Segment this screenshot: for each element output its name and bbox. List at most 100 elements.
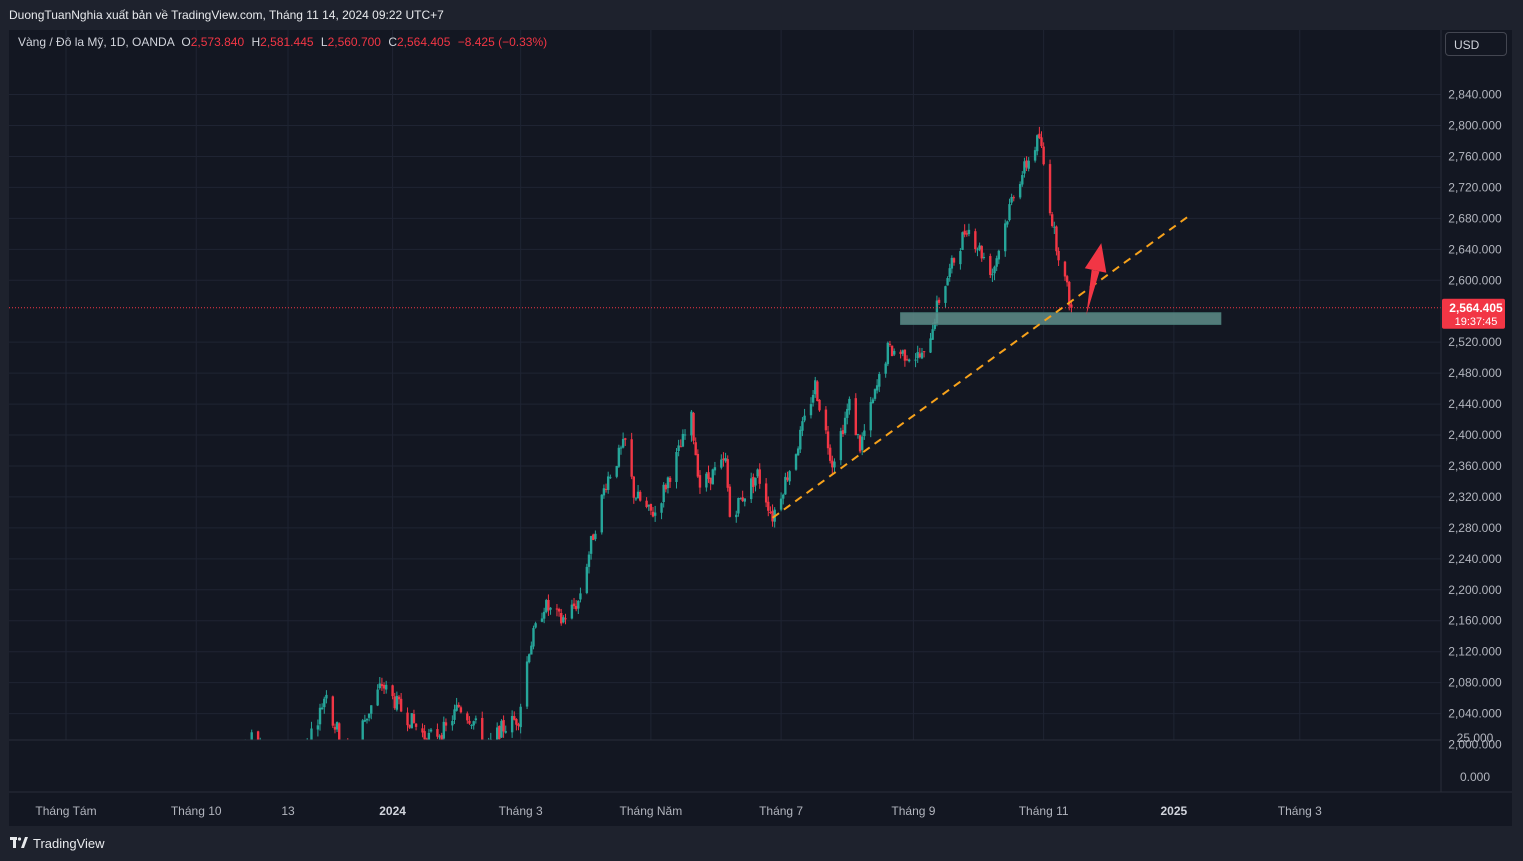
candle-body <box>903 349 907 361</box>
candle <box>948 263 951 282</box>
candle <box>380 677 384 691</box>
candle-body <box>414 723 418 727</box>
candle-body <box>976 249 979 251</box>
candle <box>325 690 328 704</box>
y-tick-label: 2,240.000 <box>1448 552 1502 566</box>
candle <box>376 684 379 707</box>
candle <box>944 285 947 308</box>
candle-body <box>515 719 518 725</box>
candle <box>929 332 932 354</box>
chart-area[interactable]: 2,840.000 2,800.000 2,760.000 2,720.000 2,68… <box>9 30 1512 826</box>
candle <box>784 472 787 495</box>
candle <box>500 719 503 738</box>
candle <box>579 587 582 603</box>
candle-body <box>814 380 817 395</box>
candle <box>609 474 612 480</box>
candle <box>843 411 847 435</box>
currency-button[interactable]: USD <box>1445 32 1507 56</box>
candle <box>952 257 956 266</box>
candle-body <box>250 732 253 742</box>
candle-body <box>839 431 843 461</box>
candle <box>335 721 339 732</box>
candle-body <box>737 498 740 514</box>
lower-pane-tick-label: 0.000 <box>1460 770 1490 784</box>
y-tick-label: 2,800.000 <box>1448 119 1502 133</box>
candle <box>707 465 710 483</box>
candle <box>752 473 755 494</box>
candle-body <box>408 724 411 728</box>
candle-body <box>1040 137 1043 147</box>
candle <box>395 691 399 712</box>
candle-body <box>1023 161 1026 174</box>
candle-body <box>878 374 881 387</box>
y-tick-label: 2,160.000 <box>1448 614 1502 628</box>
price-chart[interactable]: 2,840.000 2,800.000 2,760.000 2,720.000 2,68… <box>9 30 1512 826</box>
x-tick-label: Tháng 7 <box>759 804 803 818</box>
candle <box>871 397 875 404</box>
lower-pane-background <box>9 740 1441 792</box>
candle-body <box>397 696 401 700</box>
candle <box>472 720 475 730</box>
candle-body <box>481 717 484 747</box>
candle-body <box>918 353 922 358</box>
candle <box>920 347 924 360</box>
candle-body <box>831 460 834 468</box>
price-badge-background <box>1442 298 1505 329</box>
candle-body <box>809 404 813 416</box>
tradingview-icon <box>10 836 28 851</box>
y-tick-label: 2,200.000 <box>1448 583 1502 597</box>
candle-body <box>784 476 787 495</box>
x-axis: Tháng Tám Tháng 10 13 2024 Tháng 3 Tháng Năm T… <box>35 804 1322 818</box>
candle <box>1053 221 1056 235</box>
candle-body <box>771 510 774 522</box>
candle-body <box>592 534 595 541</box>
y-tick-label: 2,760.000 <box>1448 149 1502 163</box>
candle-body <box>468 720 471 724</box>
candle <box>901 349 904 357</box>
candles <box>64 126 1073 785</box>
candle-body <box>758 469 761 484</box>
candle <box>782 493 785 505</box>
candle-body <box>884 363 887 374</box>
candle <box>963 224 966 238</box>
candle-body <box>933 322 936 329</box>
y-tick-label: 2,400.000 <box>1448 428 1502 442</box>
candle <box>694 437 697 456</box>
high-label: H <box>251 35 261 49</box>
candle <box>649 503 653 515</box>
low-value: 2,560.700 <box>327 35 381 49</box>
candle-body <box>545 600 548 613</box>
candle-body <box>1012 197 1015 199</box>
candle-body <box>861 436 864 450</box>
candle <box>587 551 591 574</box>
candle <box>903 349 907 367</box>
publish-info: DuongTuanNghia xuất bản về TradingView.c… <box>9 8 444 22</box>
candle <box>1040 131 1043 149</box>
candle <box>995 255 998 272</box>
candle <box>504 725 507 734</box>
candle <box>809 397 813 419</box>
x-tick-label: Tháng 3 <box>499 804 543 818</box>
candle <box>1012 195 1015 202</box>
tradingview-logo[interactable]: TradingView <box>10 836 105 851</box>
candle <box>846 403 849 425</box>
candle <box>735 510 738 523</box>
candle-body <box>630 439 633 477</box>
candle-body <box>959 251 962 265</box>
candle-body <box>709 477 712 484</box>
candle <box>639 490 642 502</box>
candle <box>600 494 603 535</box>
candle <box>893 348 896 357</box>
candle <box>788 470 791 485</box>
candle <box>331 695 335 728</box>
candle <box>549 607 552 615</box>
candle-body <box>621 438 625 448</box>
candle-body <box>978 245 981 250</box>
candle-body <box>399 698 403 712</box>
time-axis-background <box>9 792 1512 826</box>
candle <box>1025 156 1028 172</box>
open-value: 2,573.840 <box>190 35 245 49</box>
candle <box>831 455 834 474</box>
candle <box>980 245 983 262</box>
